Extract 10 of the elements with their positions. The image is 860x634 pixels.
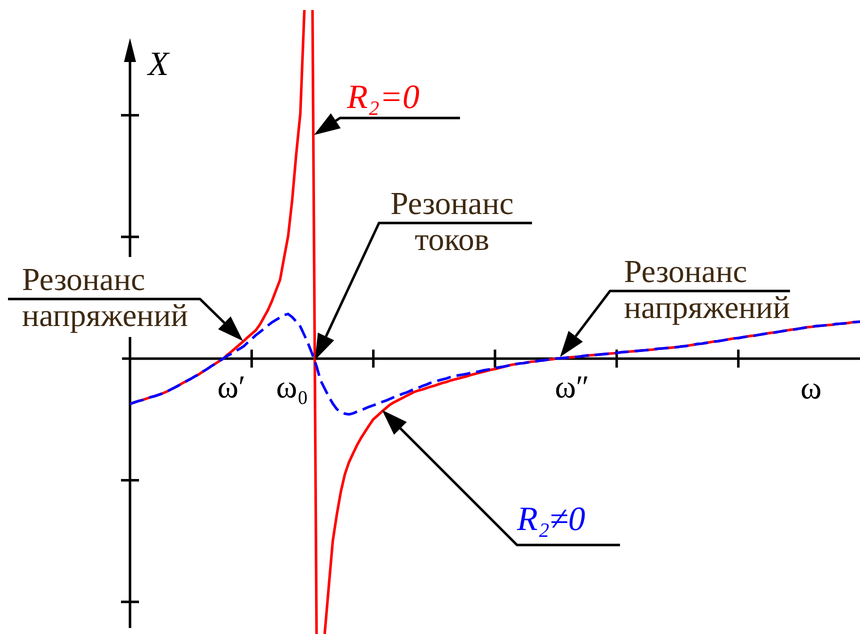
- series-label: R₂=0: [346, 79, 420, 116]
- x-tick-label: ω″: [554, 368, 590, 405]
- x-tick-label: ω₀: [276, 368, 308, 405]
- annotation: Резонанс напряжений: [22, 261, 188, 333]
- text: R₂≠0: [516, 501, 586, 538]
- x-axis-title: ω: [800, 370, 822, 406]
- y-axis-title: X: [146, 46, 170, 83]
- annotation: Резонанс токов: [390, 185, 514, 257]
- x-tick-label: ω′: [217, 368, 246, 405]
- annotation: Резонанс напряжений: [624, 253, 790, 325]
